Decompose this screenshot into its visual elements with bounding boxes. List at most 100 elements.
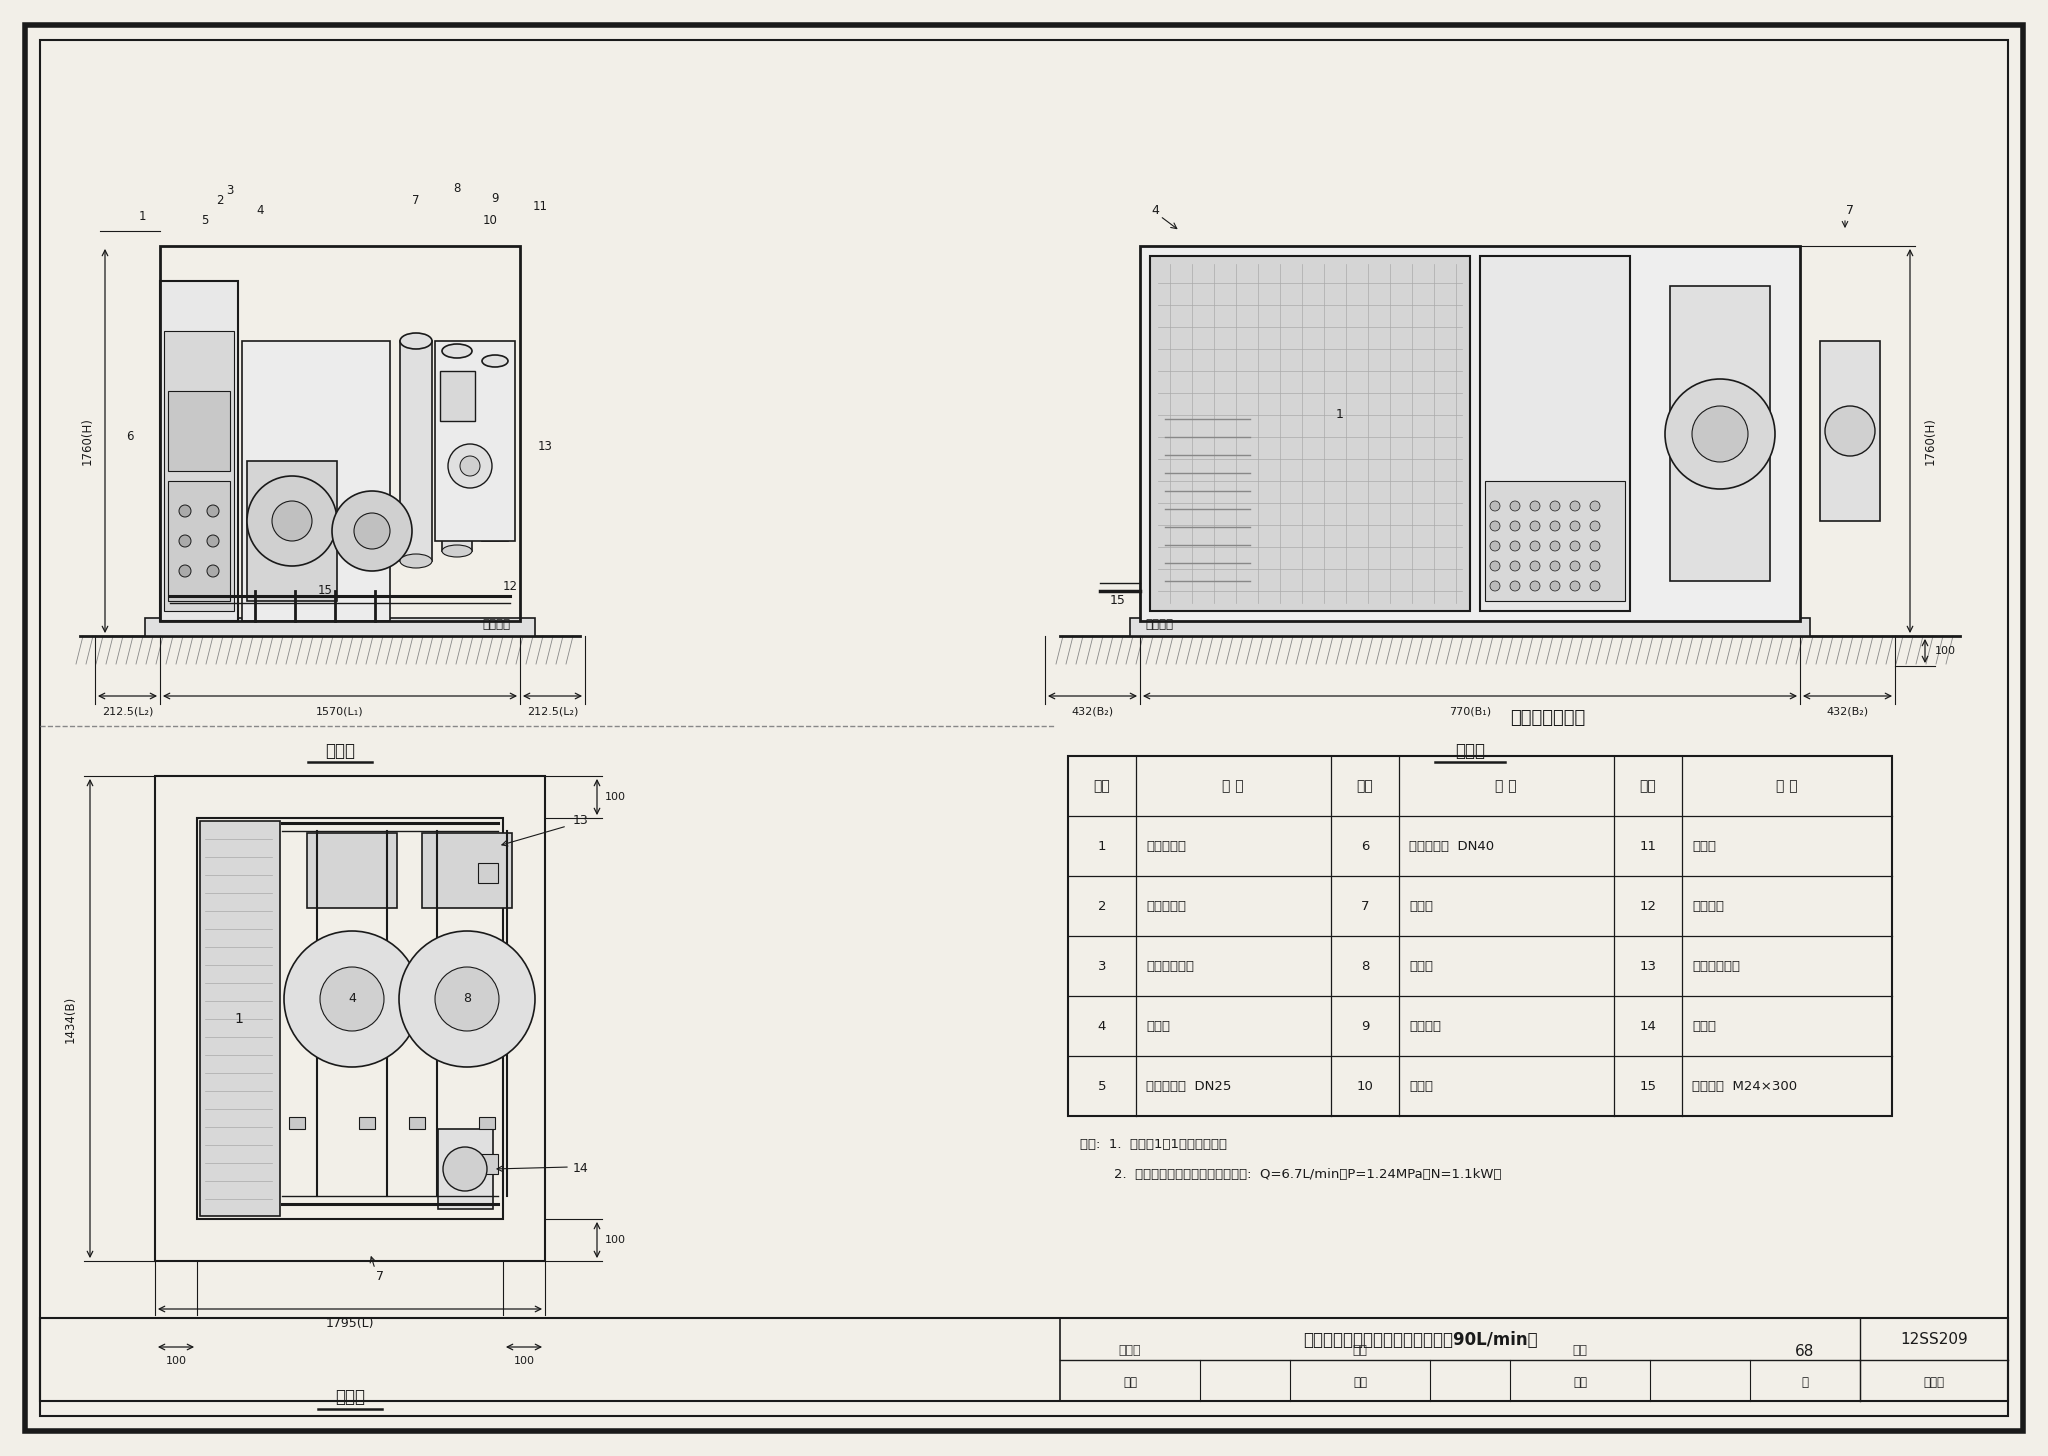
Bar [479, 1117, 496, 1128]
Text: 泵组进水管  DN40: 泵组进水管 DN40 [1409, 840, 1495, 853]
Bar [307, 833, 397, 909]
Bar [248, 462, 338, 601]
Text: 7: 7 [1360, 900, 1370, 913]
Text: 8: 8 [453, 182, 461, 195]
Circle shape [1509, 561, 1520, 571]
Circle shape [1509, 521, 1520, 531]
Circle shape [1589, 521, 1599, 531]
Text: 稳压罐: 稳压罐 [1409, 960, 1434, 973]
Text: 出水管控制阀: 出水管控制阀 [1692, 960, 1741, 973]
Text: 水泵控制柜: 水泵控制柜 [1147, 840, 1186, 853]
Bar [481, 361, 508, 542]
Circle shape [272, 501, 311, 542]
Bar [145, 617, 535, 636]
Circle shape [399, 930, 535, 1067]
Circle shape [1491, 501, 1499, 511]
Text: 名 称: 名 称 [1495, 779, 1518, 794]
Bar [41, 1318, 2007, 1401]
Bar [289, 1117, 305, 1128]
Bar [156, 776, 545, 1261]
Circle shape [442, 1147, 487, 1191]
Text: 15: 15 [1110, 594, 1126, 607]
Text: 安全泄压阀: 安全泄压阀 [1147, 900, 1186, 913]
Circle shape [1571, 521, 1579, 531]
Text: 洪勇: 洪勇 [1573, 1344, 1587, 1357]
Text: 高压细水雾泵组安装图（单泵流量90L/min）: 高压细水雾泵组安装图（单泵流量90L/min） [1303, 1331, 1538, 1350]
Text: 4: 4 [256, 204, 264, 217]
Text: 王飞: 王飞 [1352, 1344, 1368, 1357]
Text: 9: 9 [1360, 1019, 1370, 1032]
Bar [164, 331, 233, 612]
Text: 8: 8 [1360, 960, 1370, 973]
Text: 13: 13 [1640, 960, 1657, 973]
Text: 8: 8 [463, 993, 471, 1006]
Circle shape [449, 444, 492, 488]
Text: 名 称: 名 称 [1223, 779, 1243, 794]
Text: 设计: 设计 [1573, 1376, 1587, 1389]
Text: 蓄能器: 蓄能器 [1409, 900, 1434, 913]
Text: 100: 100 [604, 792, 625, 802]
Bar [1151, 256, 1470, 612]
Text: 1: 1 [1335, 408, 1343, 421]
Bar [197, 818, 504, 1219]
Text: 432(B₂): 432(B₂) [1827, 706, 1868, 716]
Circle shape [178, 565, 190, 577]
Text: 14: 14 [1640, 1019, 1657, 1032]
Text: 4: 4 [1151, 204, 1159, 217]
Circle shape [332, 491, 412, 571]
Bar [168, 480, 229, 601]
Text: 10: 10 [483, 214, 498, 227]
Text: 校对: 校对 [1354, 1376, 1366, 1389]
Text: 100: 100 [604, 1235, 625, 1245]
Text: 6: 6 [1360, 840, 1370, 853]
Text: 泵组出水管  DN25: 泵组出水管 DN25 [1147, 1079, 1231, 1092]
Text: 压力表: 压力表 [1409, 1079, 1434, 1092]
Circle shape [1589, 501, 1599, 511]
Text: 名 称: 名 称 [1776, 779, 1798, 794]
Bar [440, 371, 475, 421]
Text: 3: 3 [227, 185, 233, 198]
Circle shape [1530, 542, 1540, 550]
Text: 5: 5 [1098, 1079, 1106, 1092]
Text: 前视图: 前视图 [326, 743, 354, 760]
Text: 1760(H): 1760(H) [1923, 416, 1937, 464]
Circle shape [1825, 406, 1876, 456]
Circle shape [1491, 521, 1499, 531]
Text: 5: 5 [201, 214, 209, 227]
Bar [1485, 480, 1624, 601]
Circle shape [1550, 521, 1561, 531]
Text: 4: 4 [1098, 1019, 1106, 1032]
Text: 6: 6 [127, 430, 133, 443]
Text: 14: 14 [573, 1162, 588, 1175]
Circle shape [1491, 542, 1499, 550]
Circle shape [285, 930, 420, 1067]
Text: 11: 11 [532, 199, 547, 213]
Text: 2.  泵组中配置的稳压泵技术参数为:  Q=6.7L/min，P=1.24MPa，N=1.1kW。: 2. 泵组中配置的稳压泵技术参数为: Q=6.7L/min，P=1.24MPa，… [1079, 1168, 1501, 1181]
Circle shape [1491, 581, 1499, 591]
Text: 1: 1 [1098, 840, 1106, 853]
Text: 郭红林: 郭红林 [1118, 1344, 1141, 1357]
Text: 泵组底座: 泵组底座 [1692, 900, 1724, 913]
Circle shape [207, 505, 219, 517]
Circle shape [178, 505, 190, 517]
Text: 100: 100 [166, 1356, 186, 1366]
Text: 432(B₂): 432(B₂) [1071, 706, 1114, 716]
Circle shape [1530, 581, 1540, 591]
Circle shape [1665, 379, 1776, 489]
Text: 100: 100 [514, 1356, 535, 1366]
Text: 12: 12 [1640, 900, 1657, 913]
Bar [1669, 285, 1769, 581]
Text: 稳压泵: 稳压泵 [1692, 1019, 1716, 1032]
Text: 平面图: 平面图 [336, 1388, 365, 1406]
Text: 1760(H): 1760(H) [80, 416, 94, 464]
Text: 1434(B): 1434(B) [63, 996, 76, 1042]
Bar [434, 341, 514, 542]
Text: 侧视图: 侧视图 [1454, 743, 1485, 760]
Text: 7: 7 [377, 1270, 385, 1283]
Circle shape [319, 967, 385, 1031]
Text: 68: 68 [1796, 1344, 1815, 1358]
Text: 770(B₁): 770(B₁) [1448, 706, 1491, 716]
Circle shape [1530, 561, 1540, 571]
Circle shape [1491, 561, 1499, 571]
Bar [1821, 341, 1880, 521]
